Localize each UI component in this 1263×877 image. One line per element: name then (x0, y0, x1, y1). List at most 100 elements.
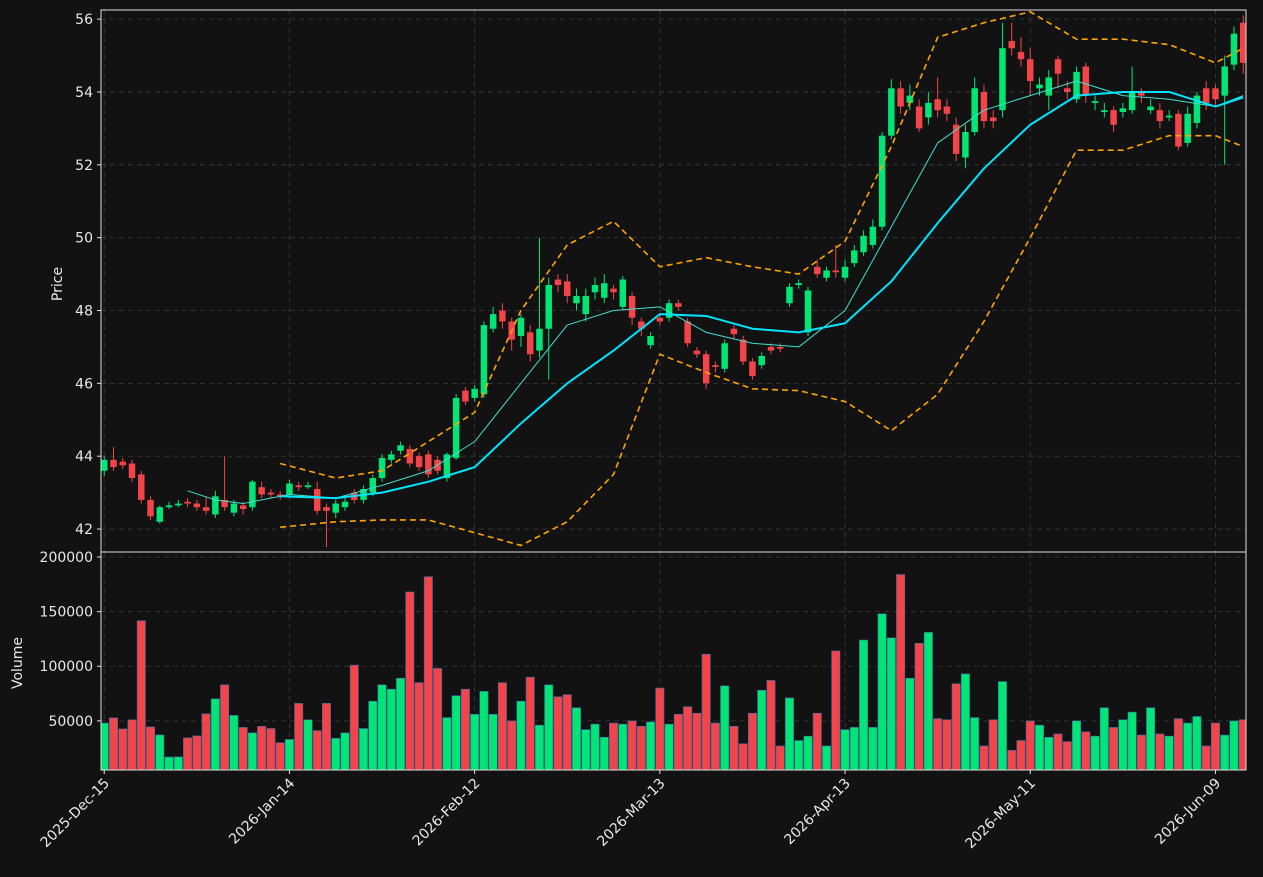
candle-body (749, 361, 756, 377)
candle-body (1027, 59, 1034, 82)
volume-bar (738, 743, 748, 770)
volume-bar (275, 742, 285, 770)
volume-bar (488, 713, 498, 770)
candle-body (925, 102, 932, 118)
candle-body (989, 117, 997, 122)
candle-body (1119, 108, 1127, 112)
volume-bar (664, 723, 674, 770)
candle-body (564, 281, 571, 296)
volume-bar (553, 696, 563, 770)
volume-bar (859, 639, 869, 770)
candle-body (425, 454, 432, 475)
y-axis-label: Price (50, 267, 66, 301)
candle-body (952, 124, 960, 154)
candle-body (702, 354, 710, 384)
candle-body (934, 99, 941, 111)
volume-bar (794, 740, 804, 770)
volume-bar (220, 684, 230, 770)
y-tick-label: 46 (75, 376, 93, 392)
volume-bar (914, 643, 924, 770)
candle-body (1110, 110, 1117, 125)
candle-body (119, 461, 127, 466)
volume-bar (294, 703, 304, 770)
candle-body (999, 48, 1006, 111)
candle-body (267, 492, 275, 495)
volume-bar (1007, 750, 1017, 770)
volume-bar (785, 697, 794, 770)
candle-body (906, 95, 914, 103)
candle-body (962, 132, 969, 158)
candle-body (591, 285, 599, 293)
candle-body (480, 325, 488, 395)
volume-bar (636, 726, 646, 770)
candle-body (452, 397, 460, 459)
candle-body (860, 235, 867, 253)
volume-bar (460, 688, 470, 770)
volume-bar (210, 698, 220, 770)
candle-body (128, 463, 136, 479)
volume-bar (831, 650, 841, 770)
volume-bar (479, 691, 489, 770)
candle-body (610, 288, 617, 293)
volume-bar (1072, 720, 1082, 770)
candle-body (415, 456, 423, 468)
candle-body (804, 290, 812, 333)
volume-bar (960, 673, 970, 770)
volume-bar (1220, 734, 1230, 770)
candle-body (1212, 88, 1219, 100)
volume-bar (516, 700, 526, 770)
candle-body (536, 328, 543, 351)
volume-bar (155, 734, 165, 770)
volume-bar (590, 723, 600, 770)
candle-body (1073, 71, 1080, 100)
candle-body (378, 458, 386, 479)
candle-body (239, 505, 247, 510)
candle-body (814, 266, 821, 275)
volume-bar (1109, 727, 1119, 770)
candle-body (1091, 101, 1099, 103)
candle-body (156, 507, 164, 522)
candle-body (1165, 115, 1173, 118)
volume-bar (183, 737, 193, 770)
candle-body (295, 485, 302, 488)
candle-body (138, 474, 145, 500)
volume-bar (192, 735, 202, 770)
candle-body (471, 388, 478, 398)
volume-bar (1192, 716, 1202, 770)
volume-bar (284, 739, 294, 770)
candle-body (175, 503, 182, 506)
volume-bar (423, 576, 433, 770)
volume-bar (247, 732, 257, 770)
candle-body (795, 283, 802, 286)
volume-bar (507, 720, 517, 770)
candle-body (1101, 110, 1108, 112)
volume-bar (1035, 724, 1044, 770)
volume-bar (988, 719, 998, 770)
volume-bar (1229, 720, 1239, 770)
volume-bar (525, 676, 535, 770)
candle-body (601, 283, 608, 298)
volume-bar (655, 687, 665, 770)
candle-body (619, 279, 627, 307)
volume-bar (951, 683, 961, 770)
candle-body (980, 91, 988, 122)
candle-body (869, 226, 877, 245)
candle-body (1147, 106, 1154, 111)
candle-body (582, 295, 590, 315)
volume-bar (729, 726, 739, 770)
volume-bar (109, 717, 118, 770)
candle-body (147, 499, 154, 517)
candle-body (684, 321, 691, 344)
candle-body (230, 503, 238, 513)
candle-body (369, 478, 377, 493)
candle-body (730, 328, 738, 335)
candle-body (1008, 40, 1015, 49)
y-tick-label: 54 (75, 85, 93, 101)
candle-body (1036, 84, 1043, 89)
volume-tick-label: 50000 (48, 714, 93, 730)
candle-body (554, 279, 562, 286)
volume-bar (229, 715, 239, 770)
volume-bar (1173, 718, 1183, 770)
candle-body (110, 459, 117, 468)
volume-bar (1238, 719, 1246, 770)
